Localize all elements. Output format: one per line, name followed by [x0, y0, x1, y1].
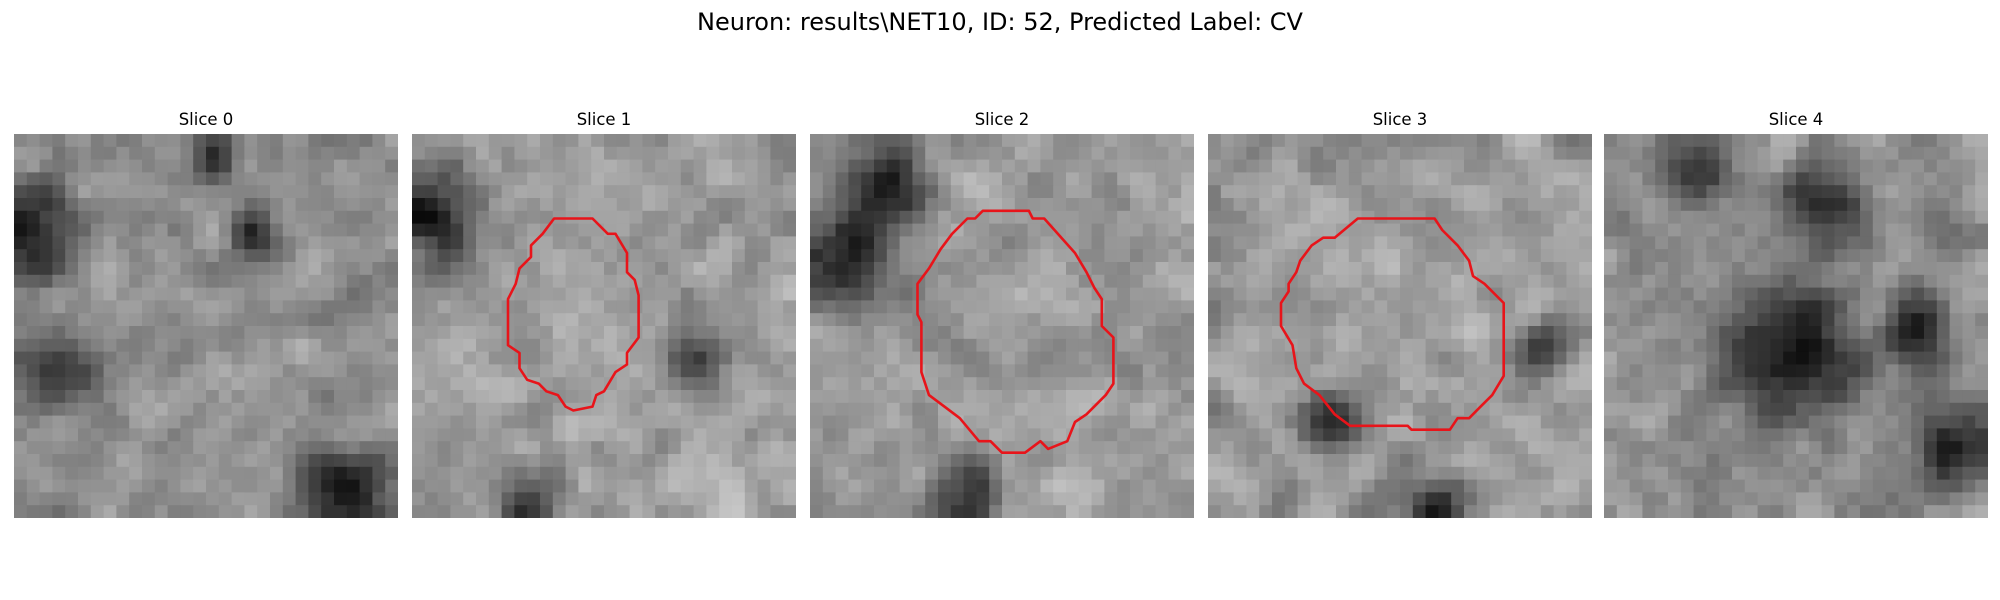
slice-image [1604, 134, 1988, 518]
segmentation-contour [916, 209, 1115, 455]
slice-panel-3: Slice 3 [1208, 108, 1592, 518]
slice-title: Slice 4 [1768, 110, 1824, 129]
slice-panel-0: Slice 0 [14, 108, 398, 518]
figure-title: Neuron: results\NET10, ID: 52, Predicted… [697, 8, 1303, 36]
slice-title: Slice 3 [1372, 110, 1428, 129]
segmentation-contour [1279, 217, 1506, 432]
slice-title: Slice 0 [178, 110, 234, 129]
slice-title: Slice 2 [974, 110, 1030, 129]
slice-image [810, 134, 1194, 518]
segmentation-contour [506, 217, 640, 412]
slice-image [14, 134, 398, 518]
slice-title: Slice 1 [576, 110, 632, 129]
slice-panel-2: Slice 2 [810, 108, 1194, 518]
slice-panel-1: Slice 1 [412, 108, 796, 518]
slice-image [412, 134, 796, 518]
slice-image [1208, 134, 1592, 518]
slice-panel-4: Slice 4 [1604, 108, 1988, 518]
